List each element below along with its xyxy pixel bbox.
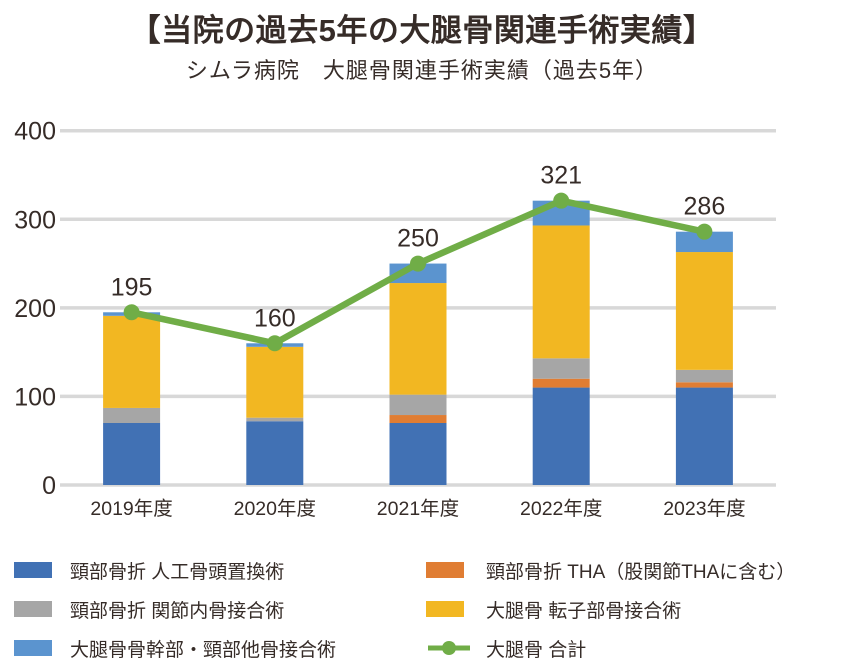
svg-text:2022年度: 2022年度 [520,498,602,520]
svg-text:195: 195 [111,273,153,301]
svg-text:250: 250 [397,225,439,253]
svg-text:2019年度: 2019年度 [90,498,172,520]
svg-text:300: 300 [14,206,56,234]
legend-item-neck-intra-articular: 頸部骨折 関節内骨接合術 [14,598,285,622]
legend-label: 大腿骨骨幹部・頸部他骨接合術 [70,639,337,661]
svg-text:400: 400 [14,118,56,146]
legend-label: 頸部骨折 関節内骨接合術 [70,600,285,622]
svg-text:2020年度: 2020年度 [234,498,316,520]
stacked-bar-line-chart: 0 100 200 300 400 2019年度 2020年度 2021年度 2022年度 202… [14,118,776,520]
svg-text:200: 200 [14,295,56,323]
legend-item-femur-shaft: 大腿骨骨幹部・頸部他骨接合術 [14,637,337,661]
legend-swatch-blue [14,562,52,578]
svg-text:100: 100 [14,383,56,411]
svg-text:0: 0 [42,472,56,500]
legend-item-neck-prosthesis: 頸部骨折 人工骨頭置換術 [14,559,285,583]
svg-text:321: 321 [540,162,582,190]
chart-subtitle: シムラ病院 大腿骨関連手術実績（過去5年） [185,58,659,83]
legend-item-trochanteric: 大腿骨 転子部骨接合術 [426,598,682,622]
legend-swatch-yellow [426,601,464,617]
legend-label: 頸部骨折 THA（股関節THAに含む） [486,561,796,583]
legend-swatch-gray [14,601,52,617]
legend-swatch-orange [426,562,464,578]
legend-label: 大腿骨 転子部骨接合術 [486,600,682,622]
legend-item-neck-tha: 頸部骨折 THA（股関節THAに含む） [426,559,796,583]
svg-text:160: 160 [254,304,296,332]
legend-label: 頸部骨折 人工骨頭置換術 [70,561,285,583]
legend-item-femur-total: 大腿骨 合計 [426,637,587,661]
svg-text:2023年度: 2023年度 [663,498,745,520]
legend-label: 大腿骨 合計 [486,639,587,661]
svg-text:286: 286 [684,193,726,221]
legend-line-marker-icon [428,641,470,655]
legend-swatch-lightblue [14,640,52,656]
svg-text:2021年度: 2021年度 [377,498,459,520]
page-title: 【当院の過去5年の大腿骨関連手術実績】 [129,13,715,48]
